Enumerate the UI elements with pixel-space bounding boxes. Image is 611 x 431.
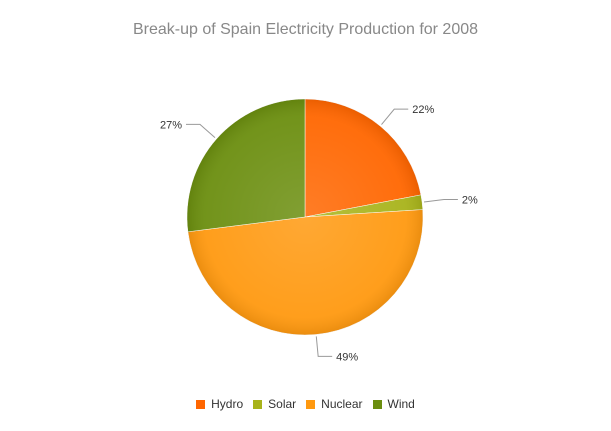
label-connector — [381, 108, 409, 125]
data-label: 2% — [462, 194, 478, 206]
legend-label: Nuclear — [321, 397, 363, 411]
legend-item-nuclear[interactable]: Nuclear — [306, 397, 363, 411]
label-connector — [423, 198, 458, 203]
legend-item-wind[interactable]: Wind — [372, 397, 415, 411]
pie-slice-wind[interactable] — [186, 98, 306, 233]
legend: Hydro Solar Nuclear Wind — [0, 397, 611, 411]
legend-label: Solar — [268, 397, 297, 411]
pie-slice-nuclear[interactable] — [187, 209, 424, 336]
data-label: 49% — [336, 351, 358, 363]
legend-item-solar[interactable]: Solar — [253, 397, 296, 411]
legend-swatch-icon — [306, 399, 316, 409]
legend-swatch-icon — [253, 399, 263, 409]
legend-label: Hydro — [211, 397, 244, 411]
legend-label: Wind — [387, 397, 415, 411]
label-connector — [185, 123, 216, 139]
legend-swatch-icon — [372, 399, 382, 409]
label-connector — [315, 336, 333, 357]
chart-title: Break-up of Spain Electricity Production… — [132, 21, 479, 38]
data-label: 22% — [412, 104, 434, 116]
data-label: 27% — [160, 119, 182, 131]
legend-swatch-icon — [196, 399, 206, 409]
legend-item-hydro[interactable]: Hydro — [196, 397, 243, 411]
